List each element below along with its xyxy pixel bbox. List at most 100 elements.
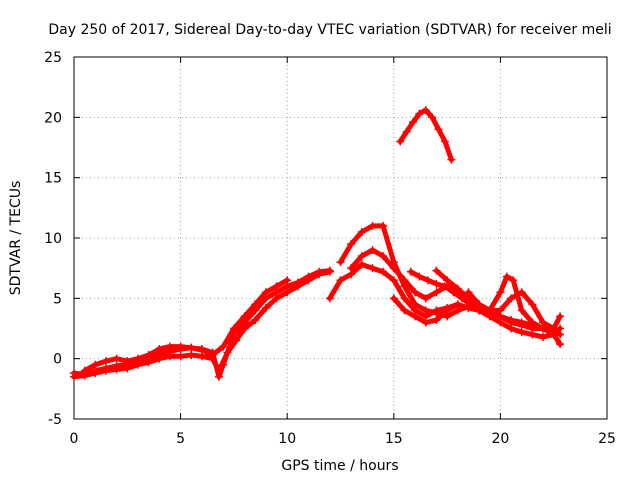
data-point [496, 306, 505, 315]
data-point [485, 306, 494, 315]
data-point [347, 264, 356, 273]
y-tick-label: 5 [53, 291, 62, 307]
data-point [389, 264, 398, 273]
data-point [415, 272, 424, 281]
series-track-10 [464, 288, 565, 339]
data-point [411, 300, 420, 309]
data-point [423, 276, 432, 285]
data-point [219, 342, 228, 351]
data-point [91, 360, 100, 369]
data-point [406, 267, 415, 276]
series-track-3 [80, 276, 292, 375]
data-point [408, 118, 417, 127]
data-point [517, 306, 526, 315]
data-point [421, 106, 430, 115]
data-point [197, 346, 206, 355]
data-point [400, 294, 409, 303]
data-point [144, 358, 153, 367]
data-point [447, 155, 456, 164]
y-axis-label: SDTVAR / TECUs [8, 181, 24, 296]
data-point [176, 352, 185, 361]
data-point [187, 351, 196, 360]
data-point [325, 294, 334, 303]
data-point [453, 284, 462, 293]
data-point [400, 276, 409, 285]
y-tick-label: 20 [44, 110, 62, 126]
data-point [240, 312, 249, 321]
data-point [507, 294, 516, 303]
data-point [261, 288, 270, 297]
data-point [528, 300, 537, 309]
plot-frame [73, 56, 608, 420]
y-tick-label: 0 [53, 352, 62, 368]
data-point [528, 318, 537, 327]
data-point [123, 357, 132, 366]
data-point [443, 276, 452, 285]
data-point [101, 357, 110, 366]
series-track-9 [432, 266, 548, 333]
data-point [432, 316, 441, 325]
data-point [368, 246, 377, 255]
series-line [397, 107, 454, 163]
data-point [528, 330, 537, 339]
data-point [112, 354, 121, 363]
data-point [440, 282, 449, 291]
data-point [379, 252, 388, 261]
x-tick-label: 15 [385, 431, 403, 447]
data-point [165, 352, 174, 361]
data-point [187, 343, 196, 352]
data-point [502, 272, 511, 281]
data-point [507, 316, 516, 325]
y-tick-label: 10 [44, 231, 62, 247]
y-tick-labels: -5 0 5 10 15 20 25 [44, 50, 62, 428]
data-point [432, 266, 441, 275]
data-point [357, 227, 366, 236]
series-line [465, 289, 563, 337]
data-point [133, 354, 142, 363]
data-point [379, 221, 388, 230]
series-line [433, 268, 546, 331]
data-point [432, 308, 441, 317]
data-point [155, 345, 164, 354]
data-point [453, 300, 462, 309]
data-point [283, 276, 292, 285]
data-point [389, 276, 398, 285]
data-point [421, 306, 430, 315]
data-point [272, 294, 281, 303]
data-point [112, 365, 121, 374]
data-point [411, 312, 420, 321]
data-point [421, 294, 430, 303]
grid [74, 57, 607, 419]
data-point [415, 109, 424, 118]
data-point [165, 342, 174, 351]
data-point [232, 336, 241, 345]
data-point [517, 328, 526, 337]
data-point [357, 260, 366, 269]
data-point [507, 324, 516, 333]
data-point [293, 282, 302, 291]
x-tick-label: 20 [491, 431, 509, 447]
series-track-2 [70, 267, 334, 381]
data-point [411, 288, 420, 297]
data-point [464, 288, 473, 297]
data-point [176, 342, 185, 351]
series-track-11 [396, 106, 456, 164]
data-point [155, 354, 164, 363]
data-point [389, 294, 398, 303]
x-tick-labels: 0 5 10 15 20 25 [70, 431, 616, 447]
data-point [272, 282, 281, 291]
data-point [91, 369, 100, 378]
data-point [434, 125, 443, 134]
series-track-5 [336, 221, 484, 321]
data-point [432, 288, 441, 297]
data-point [368, 264, 377, 273]
data-point [421, 318, 430, 327]
data-point [449, 288, 458, 297]
data-point [379, 267, 388, 276]
data-point [336, 276, 345, 285]
x-tick-label: 10 [278, 431, 296, 447]
series-track-1 [70, 266, 334, 381]
data-point [517, 318, 526, 327]
x-tick-label: 5 [176, 431, 185, 447]
